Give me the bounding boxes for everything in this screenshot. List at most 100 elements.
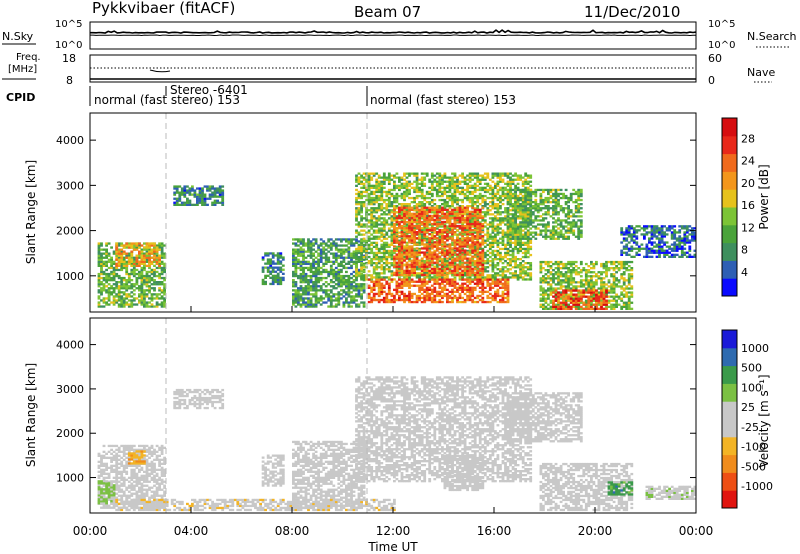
echo-cell	[476, 251, 480, 255]
echo-cell	[499, 205, 502, 208]
echo-cell	[294, 248, 298, 251]
echo-cell	[153, 248, 156, 251]
echo-cell	[385, 276, 389, 279]
echo-cell	[110, 258, 113, 261]
echo-cell	[299, 242, 303, 245]
echo-cell	[382, 190, 386, 194]
echo-cell	[415, 284, 419, 287]
echo-cell	[100, 293, 103, 296]
echo-cell	[420, 261, 424, 264]
echo-cell	[367, 194, 371, 198]
echo-cell	[110, 285, 113, 288]
echo-cell	[367, 284, 371, 287]
echo-cell	[122, 305, 126, 308]
echo-cell	[155, 281, 159, 284]
echo-cell	[143, 276, 146, 280]
echo-cell	[312, 295, 315, 298]
echo-cell	[112, 268, 116, 272]
echo-cell	[423, 178, 427, 181]
echo-cell	[385, 178, 389, 181]
echo-cell	[453, 224, 457, 228]
echo-cell	[499, 227, 502, 230]
echo-cell	[387, 205, 391, 208]
echo-cell	[261, 268, 265, 271]
echo-cell	[375, 225, 379, 228]
echo-cell	[380, 194, 384, 198]
echo-cell	[496, 184, 500, 187]
echo-cell	[261, 270, 265, 273]
echo-cell	[370, 278, 374, 281]
echo-cell	[297, 262, 300, 265]
echo-cell	[155, 305, 159, 308]
echo-cell	[466, 206, 469, 209]
echo-cell	[377, 237, 381, 240]
echo-cell	[377, 176, 381, 179]
echo-cell	[501, 258, 505, 261]
echo-cell	[395, 249, 399, 253]
echo-cell	[390, 225, 394, 228]
echo-cell	[102, 279, 106, 282]
echo-cell	[453, 257, 457, 260]
echo-cell	[456, 186, 459, 189]
echo-cell	[413, 239, 416, 242]
echo-cell	[360, 201, 363, 204]
echo-cell	[269, 258, 273, 261]
echo-cell	[446, 274, 449, 277]
echo-cell	[385, 264, 389, 267]
echo-cell	[352, 297, 356, 300]
echo-cell	[398, 213, 401, 216]
echo-cell	[143, 248, 146, 251]
echo-cell	[302, 289, 305, 292]
echo-cell	[448, 272, 452, 275]
echo-cell	[468, 196, 472, 200]
echo-cell	[375, 194, 379, 198]
echo-cell	[138, 264, 141, 267]
echo-cell	[158, 254, 161, 257]
echo-cell	[375, 243, 379, 246]
echo-cell	[425, 215, 429, 218]
echo-cell	[408, 188, 411, 192]
echo-cell	[476, 229, 480, 232]
echo-cell	[514, 264, 517, 267]
echo-cell	[430, 243, 434, 246]
echo-cell	[370, 203, 374, 206]
echo-cell	[413, 257, 416, 260]
echo-cell	[438, 172, 442, 175]
echo-cell	[448, 249, 452, 252]
echo-cell	[521, 276, 525, 279]
echo-cell	[122, 244, 126, 247]
echo-cell	[97, 250, 101, 253]
echo-cell	[322, 264, 326, 267]
echo-cell	[463, 274, 467, 277]
echo-cell	[405, 237, 409, 240]
echo-cell	[443, 267, 447, 270]
echo-cell	[153, 272, 156, 276]
echo-cell	[380, 198, 384, 202]
echo-cell	[435, 218, 439, 222]
echo-cell	[309, 240, 313, 243]
echo-cell	[127, 287, 131, 290]
echo-cell	[357, 233, 361, 236]
echo-cell	[398, 206, 401, 209]
echo-cell	[322, 248, 326, 251]
echo-cell	[494, 272, 497, 275]
echo-cell	[415, 280, 419, 283]
echo-cell	[425, 260, 429, 263]
echo-cell	[438, 255, 442, 258]
echo-cell	[120, 248, 124, 251]
echo-cell	[332, 274, 336, 278]
echo-cell	[403, 284, 406, 287]
echo-cell	[425, 255, 429, 258]
echo-cell	[355, 240, 358, 243]
echo-cell	[117, 285, 121, 288]
echo-cell	[355, 295, 358, 298]
echo-cell	[342, 279, 346, 282]
echo-cell	[362, 303, 366, 306]
echo-cell	[483, 239, 487, 242]
echo-cell	[314, 301, 318, 304]
echo-cell	[410, 251, 414, 254]
echo-cell	[435, 205, 439, 208]
echo-cell	[478, 182, 482, 185]
echo-cell	[297, 244, 300, 247]
echo-cell	[433, 178, 437, 181]
